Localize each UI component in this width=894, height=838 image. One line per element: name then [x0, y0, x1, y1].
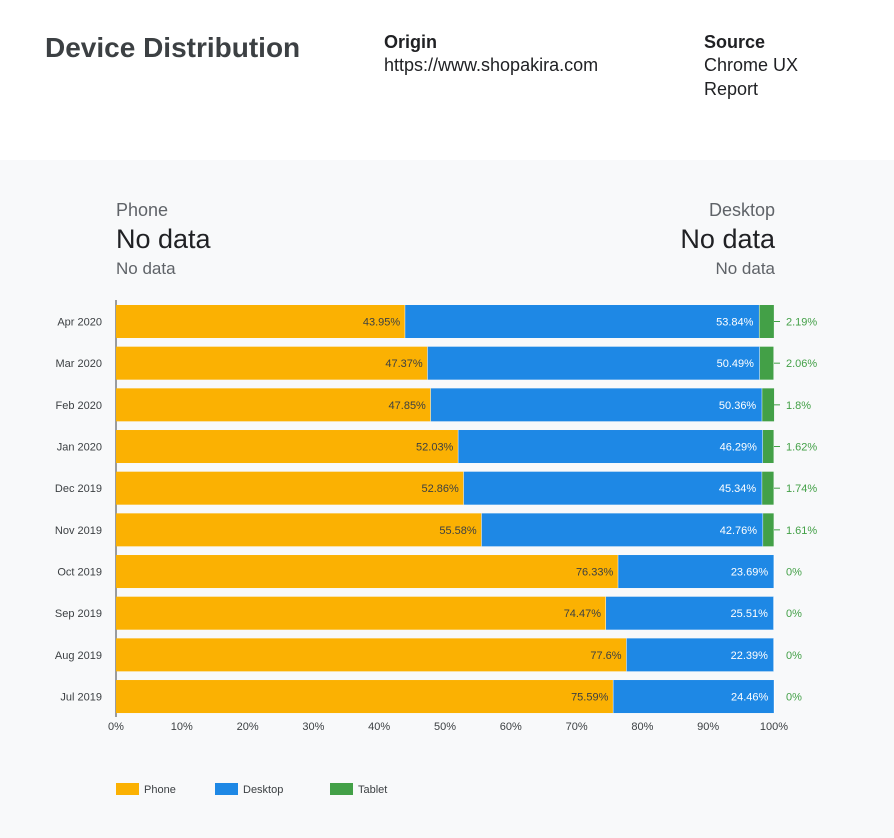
data-label-phone: 47.85% [389, 400, 427, 412]
data-label-tablet: 0% [786, 567, 802, 579]
bar-phone [116, 555, 619, 589]
source-value-line1: Chrome UX [704, 55, 799, 75]
page-title: Device Distribution [45, 32, 301, 63]
desktop-summary-sub: No data [715, 259, 775, 278]
data-label-desktop: 42.76% [720, 525, 758, 537]
x-tick-label: 10% [171, 721, 193, 733]
data-label-phone: 76.33% [576, 567, 614, 579]
origin-label: Origin [384, 32, 437, 52]
origin-value: https://www.shopakira.com [384, 55, 599, 75]
bar-phone [116, 471, 464, 505]
data-label-phone: 74.47% [564, 608, 602, 620]
category-label: Mar 2020 [56, 358, 102, 370]
category-label: Aug 2019 [55, 650, 102, 662]
data-label-tablet: 0% [786, 650, 802, 662]
bar-tablet [762, 388, 775, 422]
desktop-summary-value: No data [680, 224, 775, 254]
bar-phone [116, 513, 482, 547]
bar-desktop [481, 513, 764, 547]
category-label: Feb 2020 [56, 400, 102, 412]
bar-phone [116, 346, 428, 380]
bar-tablet [759, 346, 774, 380]
x-tick-label: 80% [631, 721, 653, 733]
category-label: Nov 2019 [55, 525, 102, 537]
legend-swatch-tablet [330, 783, 353, 795]
x-tick-label: 0% [108, 721, 124, 733]
x-tick-label: 50% [434, 721, 456, 733]
data-label-desktop: 50.49% [717, 358, 755, 370]
data-label-phone: 75.59% [571, 692, 609, 704]
category-label: Apr 2020 [57, 317, 102, 329]
legend-label-phone: Phone [144, 784, 176, 796]
category-label: Oct 2019 [57, 567, 102, 579]
bar-desktop [458, 430, 763, 464]
data-label-phone: 52.03% [416, 442, 454, 454]
header: Device Distribution Origin https://www.s… [0, 0, 894, 160]
data-label-tablet: 1.61% [786, 525, 817, 537]
bar-phone [116, 388, 431, 422]
bar-desktop [613, 680, 775, 714]
data-label-phone: 52.86% [422, 483, 460, 495]
data-label-desktop: 23.69% [731, 567, 769, 579]
data-label-phone: 77.6% [590, 650, 621, 662]
source-label: Source [704, 32, 766, 52]
phone-summary-sub: No data [116, 259, 176, 278]
phone-summary-value: No data [116, 224, 211, 254]
bar-phone [116, 430, 459, 464]
bar-desktop [405, 305, 760, 338]
data-label-desktop: 53.84% [716, 317, 754, 329]
data-label-tablet: 2.06% [786, 358, 817, 370]
data-label-desktop: 50.36% [719, 400, 757, 412]
bar-tablet [762, 430, 774, 464]
data-label-tablet: 2.19% [786, 317, 817, 329]
x-tick-label: 100% [760, 721, 788, 733]
legend-swatch-phone [116, 783, 139, 795]
category-label: Dec 2019 [55, 483, 102, 495]
bar-phone [116, 596, 607, 630]
x-tick-label: 20% [237, 721, 259, 733]
bar-desktop [626, 638, 774, 672]
legend-swatch-desktop [215, 783, 238, 795]
data-label-tablet: 0% [786, 692, 802, 704]
data-label-phone: 55.58% [439, 525, 477, 537]
bar-desktop [618, 555, 775, 589]
legend-label-tablet: Tablet [358, 784, 387, 796]
x-tick-label: 30% [302, 721, 324, 733]
data-label-desktop: 22.39% [731, 650, 769, 662]
x-tick-label: 90% [697, 721, 719, 733]
bar-desktop [430, 388, 763, 422]
bar-desktop [427, 346, 760, 380]
data-label-phone: 47.37% [385, 358, 423, 370]
phone-summary-label: Phone [116, 200, 169, 220]
data-label-tablet: 1.8% [786, 400, 811, 412]
bar-desktop [606, 596, 774, 630]
category-label: Jul 2019 [60, 692, 102, 704]
category-label: Sep 2019 [55, 608, 102, 620]
bar-desktop [463, 471, 763, 505]
data-label-phone: 43.95% [363, 317, 401, 329]
x-tick-label: 40% [368, 721, 390, 733]
x-tick-label: 60% [500, 721, 522, 733]
source-value-line2: Report [704, 79, 759, 99]
data-label-tablet: 1.62% [786, 442, 817, 454]
desktop-summary-label: Desktop [708, 200, 775, 220]
x-tick-label: 70% [566, 721, 588, 733]
data-label-desktop: 24.46% [731, 692, 769, 704]
bar-tablet [762, 471, 774, 505]
data-label-desktop: 46.29% [720, 442, 758, 454]
data-label-desktop: 45.34% [719, 483, 757, 495]
bar-tablet [759, 305, 774, 338]
bar-tablet [763, 513, 774, 547]
data-label-desktop: 25.51% [731, 608, 769, 620]
bar-phone [116, 638, 627, 672]
data-label-tablet: 0% [786, 608, 802, 620]
category-label: Jan 2020 [57, 442, 102, 454]
bar-phone [116, 680, 614, 714]
bar-phone [116, 305, 406, 338]
data-label-tablet: 1.74% [786, 483, 817, 495]
legend-label-desktop: Desktop [243, 784, 283, 796]
